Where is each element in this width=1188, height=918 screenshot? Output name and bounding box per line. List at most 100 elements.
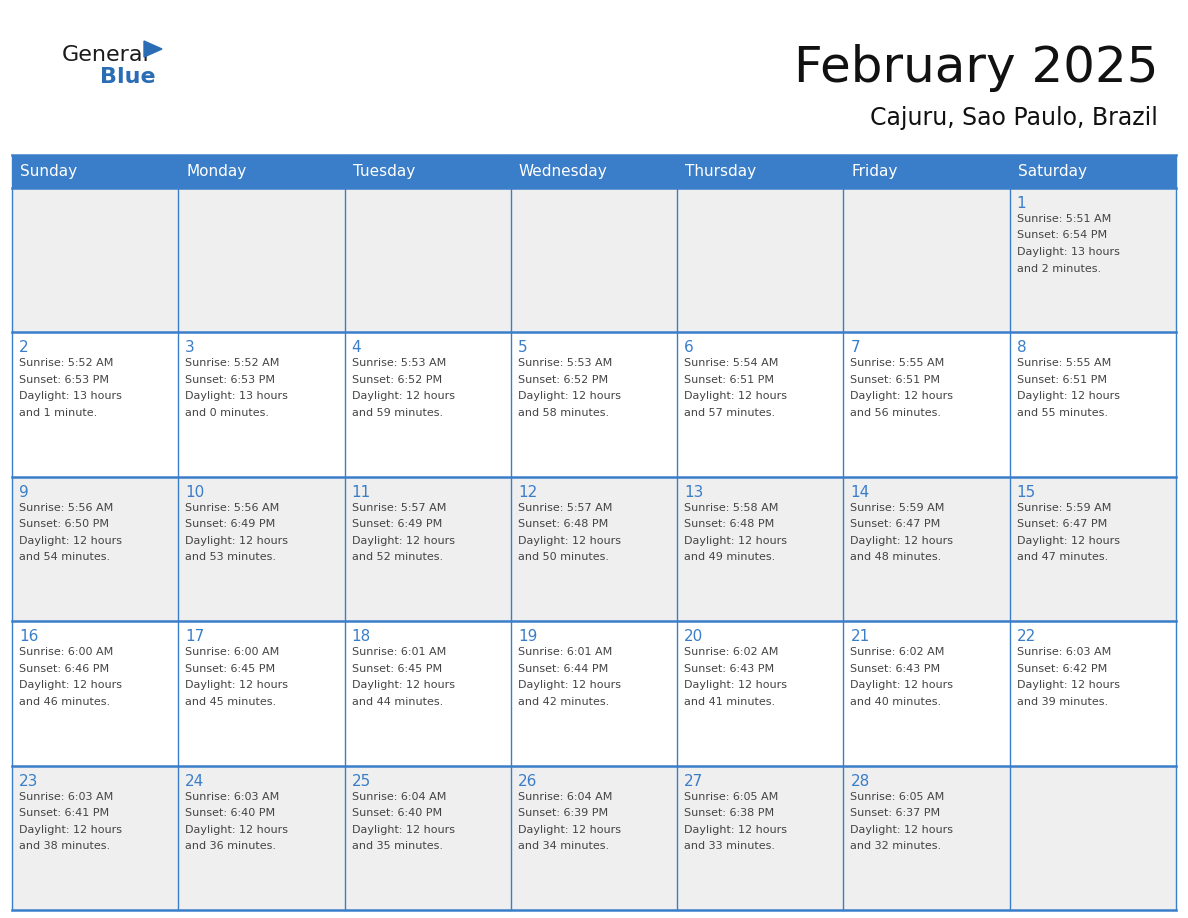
- Text: Daylight: 12 hours: Daylight: 12 hours: [1017, 680, 1120, 690]
- Text: Sunset: 6:46 PM: Sunset: 6:46 PM: [19, 664, 109, 674]
- Text: Sunrise: 5:55 AM: Sunrise: 5:55 AM: [1017, 358, 1111, 368]
- Text: Blue: Blue: [100, 67, 156, 87]
- Text: Daylight: 12 hours: Daylight: 12 hours: [352, 391, 455, 401]
- Text: and 52 minutes.: and 52 minutes.: [352, 553, 443, 563]
- Bar: [843, 188, 1010, 332]
- Text: and 54 minutes.: and 54 minutes.: [19, 553, 110, 563]
- Bar: [345, 188, 511, 332]
- Text: Sunday: Sunday: [20, 164, 77, 179]
- Text: Sunset: 6:51 PM: Sunset: 6:51 PM: [851, 375, 941, 385]
- Text: 16: 16: [19, 629, 38, 644]
- Text: 19: 19: [518, 629, 537, 644]
- Bar: [843, 766, 1010, 910]
- Bar: [1010, 155, 1176, 188]
- Text: Daylight: 12 hours: Daylight: 12 hours: [684, 680, 788, 690]
- Text: 5: 5: [518, 341, 527, 355]
- Text: Saturday: Saturday: [1018, 164, 1087, 179]
- Text: and 56 minutes.: and 56 minutes.: [851, 408, 941, 418]
- Text: and 49 minutes.: and 49 minutes.: [684, 553, 776, 563]
- Text: Sunrise: 5:58 AM: Sunrise: 5:58 AM: [684, 503, 778, 513]
- Bar: [511, 766, 677, 910]
- Text: Sunset: 6:54 PM: Sunset: 6:54 PM: [1017, 230, 1107, 241]
- Bar: [178, 766, 345, 910]
- Text: Sunrise: 6:00 AM: Sunrise: 6:00 AM: [185, 647, 279, 657]
- Text: and 48 minutes.: and 48 minutes.: [851, 553, 942, 563]
- Bar: [12, 766, 178, 910]
- Text: Sunset: 6:50 PM: Sunset: 6:50 PM: [19, 520, 109, 530]
- Text: Sunrise: 5:51 AM: Sunrise: 5:51 AM: [1017, 214, 1111, 224]
- Bar: [511, 476, 677, 621]
- Text: Tuesday: Tuesday: [353, 164, 415, 179]
- Text: Sunrise: 5:55 AM: Sunrise: 5:55 AM: [851, 358, 944, 368]
- Text: Sunrise: 5:57 AM: Sunrise: 5:57 AM: [352, 503, 446, 513]
- Text: Daylight: 12 hours: Daylight: 12 hours: [684, 536, 788, 546]
- Text: Sunset: 6:43 PM: Sunset: 6:43 PM: [684, 664, 775, 674]
- Text: 21: 21: [851, 629, 870, 644]
- Text: and 47 minutes.: and 47 minutes.: [1017, 553, 1108, 563]
- Text: Daylight: 12 hours: Daylight: 12 hours: [851, 680, 954, 690]
- Text: Daylight: 12 hours: Daylight: 12 hours: [19, 680, 122, 690]
- Bar: [1010, 332, 1176, 476]
- Text: and 0 minutes.: and 0 minutes.: [185, 408, 270, 418]
- Text: and 2 minutes.: and 2 minutes.: [1017, 263, 1101, 274]
- Bar: [677, 476, 843, 621]
- Text: Sunrise: 6:03 AM: Sunrise: 6:03 AM: [185, 791, 279, 801]
- Text: General: General: [62, 45, 150, 65]
- Text: Daylight: 12 hours: Daylight: 12 hours: [19, 824, 122, 834]
- Bar: [843, 332, 1010, 476]
- Bar: [178, 188, 345, 332]
- Text: and 38 minutes.: and 38 minutes.: [19, 841, 110, 851]
- Text: 1: 1: [1017, 196, 1026, 211]
- Text: Daylight: 12 hours: Daylight: 12 hours: [352, 824, 455, 834]
- Text: 8: 8: [1017, 341, 1026, 355]
- Text: Sunrise: 6:04 AM: Sunrise: 6:04 AM: [518, 791, 612, 801]
- Text: Sunrise: 6:02 AM: Sunrise: 6:02 AM: [851, 647, 944, 657]
- Text: 26: 26: [518, 774, 537, 789]
- Text: Sunset: 6:52 PM: Sunset: 6:52 PM: [352, 375, 442, 385]
- Text: Sunset: 6:44 PM: Sunset: 6:44 PM: [518, 664, 608, 674]
- Bar: [677, 621, 843, 766]
- Bar: [677, 188, 843, 332]
- Text: Sunrise: 5:53 AM: Sunrise: 5:53 AM: [518, 358, 612, 368]
- Text: Sunset: 6:41 PM: Sunset: 6:41 PM: [19, 808, 109, 818]
- Bar: [345, 155, 511, 188]
- Text: and 50 minutes.: and 50 minutes.: [518, 553, 609, 563]
- Bar: [511, 155, 677, 188]
- Text: and 36 minutes.: and 36 minutes.: [185, 841, 277, 851]
- Text: 7: 7: [851, 341, 860, 355]
- Text: Sunrise: 6:05 AM: Sunrise: 6:05 AM: [684, 791, 778, 801]
- Text: Sunrise: 5:52 AM: Sunrise: 5:52 AM: [19, 358, 113, 368]
- Text: 11: 11: [352, 485, 371, 499]
- Bar: [12, 332, 178, 476]
- Text: Daylight: 12 hours: Daylight: 12 hours: [851, 824, 954, 834]
- Text: Cajuru, Sao Paulo, Brazil: Cajuru, Sao Paulo, Brazil: [870, 106, 1158, 130]
- Bar: [511, 621, 677, 766]
- Text: 4: 4: [352, 341, 361, 355]
- Text: Sunrise: 5:53 AM: Sunrise: 5:53 AM: [352, 358, 446, 368]
- Text: Sunrise: 6:02 AM: Sunrise: 6:02 AM: [684, 647, 778, 657]
- Text: Daylight: 13 hours: Daylight: 13 hours: [19, 391, 122, 401]
- Text: 14: 14: [851, 485, 870, 499]
- Bar: [843, 155, 1010, 188]
- Text: and 39 minutes.: and 39 minutes.: [1017, 697, 1108, 707]
- Text: Sunset: 6:45 PM: Sunset: 6:45 PM: [185, 664, 276, 674]
- Text: and 34 minutes.: and 34 minutes.: [518, 841, 609, 851]
- Text: Daylight: 12 hours: Daylight: 12 hours: [352, 536, 455, 546]
- Text: Sunset: 6:52 PM: Sunset: 6:52 PM: [518, 375, 608, 385]
- Text: Daylight: 12 hours: Daylight: 12 hours: [1017, 536, 1120, 546]
- Text: 10: 10: [185, 485, 204, 499]
- Text: Sunset: 6:49 PM: Sunset: 6:49 PM: [352, 520, 442, 530]
- Bar: [345, 332, 511, 476]
- Text: Sunset: 6:37 PM: Sunset: 6:37 PM: [851, 808, 941, 818]
- Bar: [1010, 766, 1176, 910]
- Text: Daylight: 12 hours: Daylight: 12 hours: [19, 536, 122, 546]
- Text: 27: 27: [684, 774, 703, 789]
- Text: Sunrise: 5:59 AM: Sunrise: 5:59 AM: [1017, 503, 1111, 513]
- Text: 18: 18: [352, 629, 371, 644]
- Text: Sunrise: 5:57 AM: Sunrise: 5:57 AM: [518, 503, 612, 513]
- Text: Daylight: 12 hours: Daylight: 12 hours: [185, 824, 289, 834]
- Bar: [843, 476, 1010, 621]
- Text: Daylight: 12 hours: Daylight: 12 hours: [684, 391, 788, 401]
- Polygon shape: [144, 41, 162, 57]
- Text: Sunrise: 5:54 AM: Sunrise: 5:54 AM: [684, 358, 778, 368]
